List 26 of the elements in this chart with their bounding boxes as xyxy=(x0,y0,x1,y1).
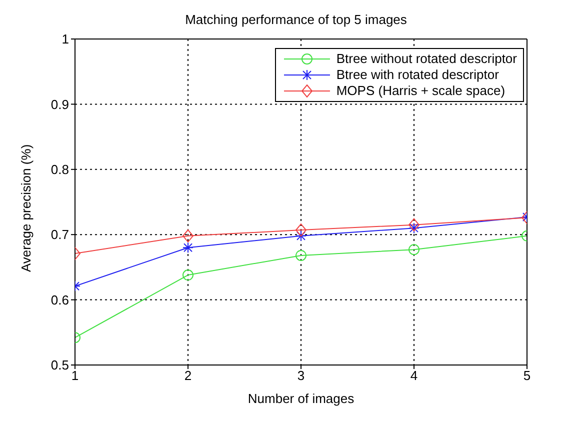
y-tick-label: 0.7 xyxy=(50,227,69,242)
point xyxy=(182,242,194,254)
point xyxy=(296,250,306,261)
y-tick-label: 0.6 xyxy=(50,292,69,308)
y-tick-label: 1 xyxy=(62,32,69,47)
point xyxy=(296,224,306,237)
x-tick-label: 5 xyxy=(523,368,531,384)
legend-label: Btree without rotated descriptor xyxy=(336,51,517,67)
point xyxy=(408,244,420,256)
point xyxy=(182,270,194,281)
legend-label: MOPS (Harris + scale space) xyxy=(336,83,506,99)
x-tick-label: 3 xyxy=(297,368,305,384)
legend-label: Btree with rotated descriptor xyxy=(336,67,499,83)
x-tick-label: 4 xyxy=(410,368,418,384)
y-tick-label: 0.8 xyxy=(50,162,69,178)
point xyxy=(182,229,194,242)
y-tick-label: 0.5 xyxy=(50,358,69,373)
y-tick-label: 0.9 xyxy=(50,96,69,112)
point xyxy=(408,218,420,232)
point xyxy=(296,230,306,242)
y-axis-title: Average precision (%) xyxy=(18,144,34,272)
x-axis-title: Number of images xyxy=(248,391,355,406)
x-tick-label: 1 xyxy=(71,368,79,384)
point xyxy=(408,222,420,234)
x-tick-label: 2 xyxy=(184,368,192,384)
chart-title: Matching performance of top 5 images xyxy=(184,12,408,27)
